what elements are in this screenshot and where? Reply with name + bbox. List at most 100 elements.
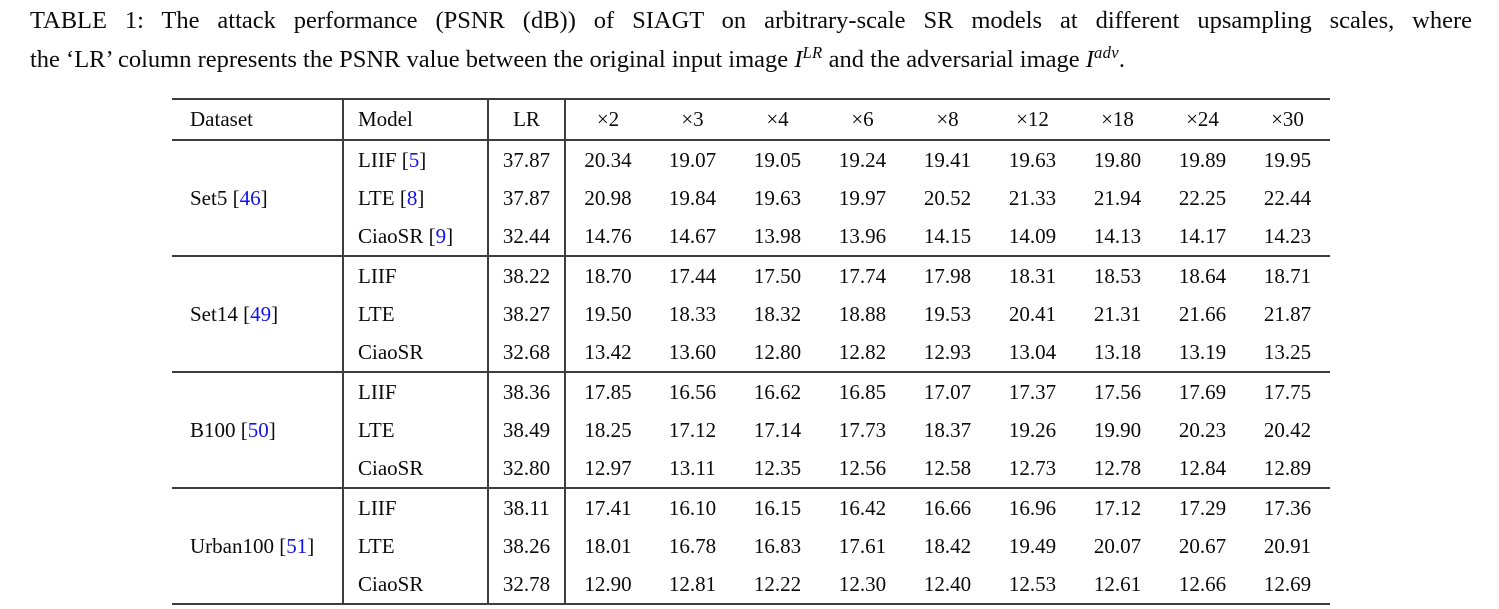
table-row: CiaoSR 32.80 12.97 13.11 12.35 12.56 12.58 12.7… (172, 449, 1330, 489)
dataset-cell: Set14 [49] (172, 256, 344, 373)
psnr-value-cell: 18.70 (584, 263, 632, 288)
lr-value-cell: 32.44 (488, 217, 566, 257)
psnr-value-cell: 16.15 (753, 495, 802, 520)
psnr-value-cell: 19.24 (838, 147, 887, 172)
psnr-value-cell: 14.17 (1160, 217, 1245, 257)
psnr-value-cell: 22.44 (1263, 185, 1312, 210)
psnr-value-cell: 14.09 (990, 217, 1075, 257)
table-row: Urban100 [51] LIIF 38.11 17.41 16.10 16.15 16.… (172, 488, 1330, 605)
column-header-x2: ×2 (565, 99, 650, 141)
psnr-value-cell: 20.52 (923, 185, 972, 210)
citation-link[interactable]: 50 (247, 417, 269, 442)
psnr-value-cell: 16.96 (1008, 495, 1057, 520)
psnr-value-cell: 17.14 (753, 417, 802, 442)
psnr-value-cell: 13.11 (650, 449, 735, 489)
column-header-x24: ×24 (1160, 99, 1245, 141)
psnr-value-cell: 16.85 (838, 379, 887, 404)
citation-link[interactable]: 5 (408, 147, 420, 172)
psnr-value-cell: 18.42 (923, 533, 972, 558)
lr-value-cell: 32.80 (488, 449, 566, 489)
model-label: CiaoSR (358, 455, 424, 480)
table-row: B100 [50] LIIF 38.36 17.85 16.56 16.62 16.85 17… (172, 372, 1330, 489)
caption-line-1: TABLE 1: The attack performance (PSNR (d… (30, 7, 1472, 34)
psnr-value-cell: 14.76 (565, 217, 650, 257)
table-caption: TABLE 1: The attack performance (PSNR (d… (30, 5, 1472, 76)
psnr-value-cell: 12.22 (735, 565, 820, 605)
psnr-value-cell: 17.07 (923, 379, 972, 404)
psnr-value-cell: 13.25 (1245, 333, 1330, 373)
psnr-value-cell: 17.73 (838, 417, 887, 442)
psnr-value-cell: 17.12 (668, 417, 717, 442)
psnr-value-cell: 16.42 (838, 495, 887, 520)
citation-link[interactable]: 9 (435, 223, 447, 248)
psnr-value-cell: 19.49 (1008, 533, 1057, 558)
psnr-value-cell: 17.29 (1178, 495, 1227, 520)
psnr-value-cell: 20.91 (1263, 533, 1312, 558)
column-header-lr: LR (488, 99, 566, 141)
psnr-value-cell: 16.78 (668, 533, 717, 558)
model-label: LIIF (358, 147, 397, 172)
lr-value-cell: 37.87 (488, 140, 566, 179)
psnr-value-cell: 16.66 (923, 495, 972, 520)
psnr-value-cell: 17.98 (923, 263, 972, 288)
psnr-value-cell: 14.13 (1075, 217, 1160, 257)
psnr-value-cell: 17.37 (1008, 379, 1057, 404)
psnr-value-cell: 12.58 (905, 449, 990, 489)
model-label: CiaoSR (358, 223, 424, 248)
model-cell: LIIF (343, 256, 489, 295)
column-header-x6: ×6 (820, 99, 905, 141)
lr-value-cell: 38.36 (488, 372, 566, 411)
model-cell: CiaoSR [9] (343, 217, 489, 257)
psnr-value-cell: 17.44 (668, 263, 717, 288)
psnr-value-cell: 21.94 (1093, 185, 1142, 210)
math-I-LR-base: I (794, 46, 803, 74)
psnr-value-cell: 21.66 (1178, 301, 1227, 326)
caption-line-2: the ‘LR’ column represents the PSNR valu… (30, 37, 1472, 76)
psnr-value-cell: 17.56 (1093, 379, 1142, 404)
table-body: Set5 [46] LIIF [5] 37.87 20.34 19.07 19.05 19.… (172, 140, 1330, 605)
lr-value-cell: 37.87 (488, 179, 566, 217)
psnr-value-cell: 18.88 (838, 301, 887, 326)
lr-value-cell: 32.68 (488, 333, 566, 373)
table-row: LTE 38.26 18.01 16.78 16.83 17.61 18.42 19.49 20… (172, 527, 1330, 565)
model-label: LIIF (358, 263, 397, 288)
psnr-value-cell: 20.98 (584, 185, 632, 210)
citation-link[interactable]: 8 (406, 185, 418, 210)
model-cell: LTE (343, 295, 489, 333)
math-I-adv-sup: adv (1093, 43, 1119, 62)
psnr-value-cell: 18.37 (923, 417, 972, 442)
psnr-value-cell: 19.53 (923, 301, 972, 326)
psnr-value-cell: 13.19 (1160, 333, 1245, 373)
psnr-value-cell: 20.41 (1008, 301, 1057, 326)
psnr-value-cell: 17.41 (584, 495, 632, 520)
citation-link[interactable]: 51 (286, 533, 308, 558)
psnr-value-cell: 19.26 (1008, 417, 1057, 442)
model-cell: LTE (343, 527, 489, 565)
psnr-value-cell: 14.15 (905, 217, 990, 257)
model-label: LTE (358, 417, 395, 442)
psnr-value-cell: 17.61 (838, 533, 887, 558)
dataset-label: Set5 (190, 185, 228, 210)
math-I-adv-base: I (1085, 46, 1094, 74)
psnr-value-cell: 19.80 (1093, 147, 1142, 172)
psnr-value-cell: 13.98 (735, 217, 820, 257)
psnr-value-cell: 18.31 (1008, 263, 1057, 288)
model-label: LTE (358, 301, 395, 326)
psnr-value-cell: 21.31 (1093, 301, 1142, 326)
psnr-value-cell: 19.97 (838, 185, 887, 210)
table-row: CiaoSR [9] 32.44 14.76 14.67 13.98 13.96 14.15… (172, 217, 1330, 257)
citation-link[interactable]: 49 (250, 301, 272, 326)
lr-value-cell: 38.22 (488, 256, 566, 295)
lr-value-cell: 38.49 (488, 411, 566, 449)
psnr-value-cell: 19.89 (1178, 147, 1227, 172)
model-cell: LTE [8] (343, 179, 489, 217)
column-header-x30: ×30 (1245, 99, 1330, 141)
table-row: Set5 [46] LIIF [5] 37.87 20.34 19.07 19.05 19.… (172, 140, 1330, 257)
column-header-x12: ×12 (990, 99, 1075, 141)
psnr-value-cell: 19.95 (1263, 147, 1312, 172)
psnr-value-cell: 21.87 (1263, 301, 1312, 326)
model-label: LTE (358, 533, 395, 558)
psnr-value-cell: 12.81 (650, 565, 735, 605)
citation-link[interactable]: 46 (239, 185, 261, 210)
psnr-value-cell: 20.07 (1093, 533, 1142, 558)
